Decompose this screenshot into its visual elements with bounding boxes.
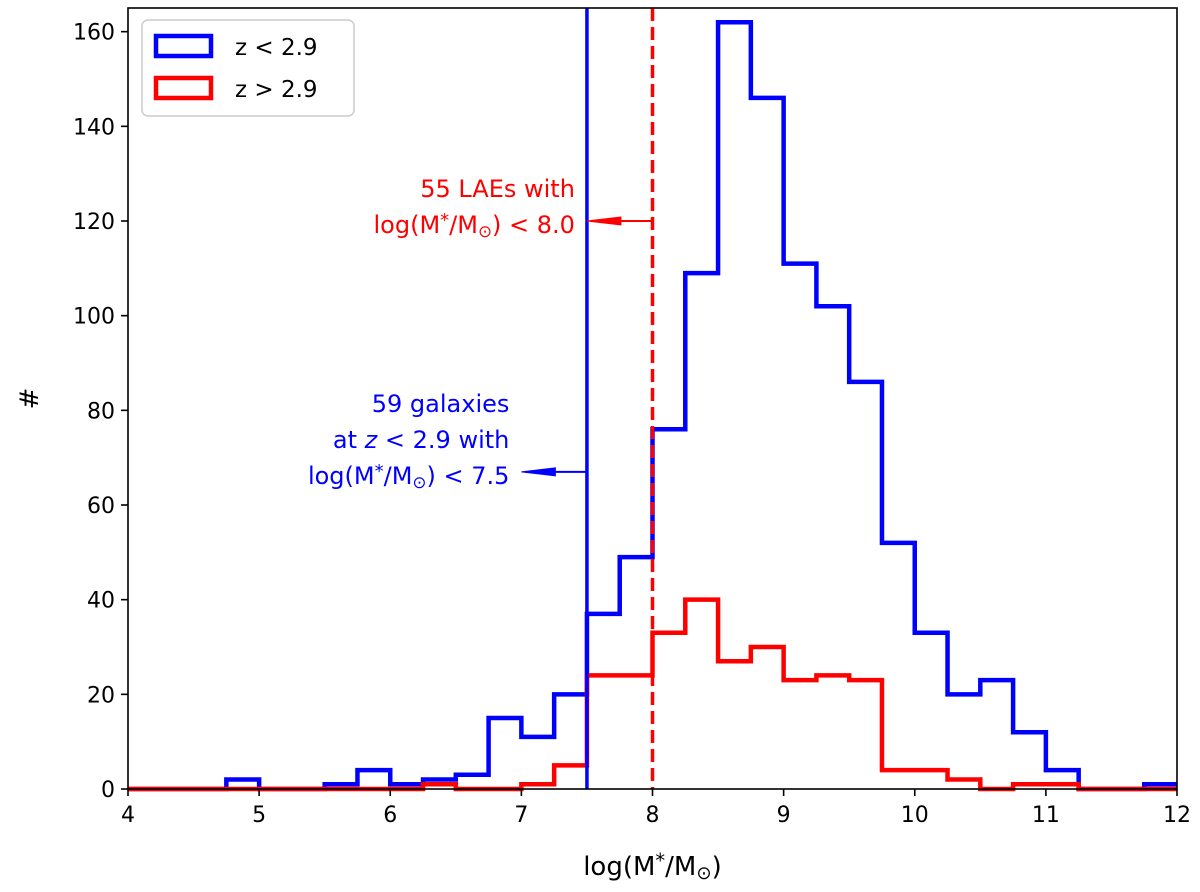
annotation-text-blue-line1: 59 galaxies: [372, 390, 510, 418]
annotations: 55 LAEs with log(M*/M⊙) < 8.0 59 galaxies a…: [308, 175, 653, 492]
annotation-arrowhead-red: [586, 216, 622, 226]
annotation-arrowhead-blue: [521, 467, 556, 477]
x-tick-label: 9: [777, 803, 791, 828]
y-tick-label: 120: [73, 210, 115, 235]
y-tick-label: 40: [87, 589, 115, 614]
x-tick-label: 10: [901, 803, 929, 828]
x-tick-label: 5: [252, 803, 266, 828]
legend-label-high-z: z > 2.9: [235, 77, 318, 103]
annotation-text-red-line1: 55 LAEs with: [420, 175, 575, 203]
y-tick-label: 100: [73, 305, 115, 330]
legend-label-low-z: z < 2.9: [235, 35, 318, 61]
x-tick-label: 4: [121, 803, 135, 828]
y-tick-label: 20: [87, 683, 115, 708]
annotation-text-blue-line2: at z < 2.9 with: [333, 426, 509, 454]
y-tick-label: 60: [87, 494, 115, 519]
x-tick-label: 8: [646, 803, 660, 828]
legend-swatch-high-z: [153, 75, 214, 101]
x-tick-label: 7: [514, 803, 528, 828]
x-axis-label: log(M*/M⊙): [583, 849, 722, 884]
annotation-text-red-line2: log(M*/M⊙) < 8.0: [374, 210, 575, 241]
x-tick-label: 11: [1032, 803, 1060, 828]
y-tick-label: 0: [101, 778, 115, 803]
legend-swatch-low-z: [153, 33, 214, 59]
histogram-series-low-z: [128, 19, 1177, 792]
x-tick-label: 6: [383, 803, 397, 828]
y-tick-label: 80: [87, 399, 115, 424]
y-tick-label: 140: [73, 115, 115, 140]
annotation-text-blue-line3: log(M*/M⊙) < 7.5: [308, 461, 509, 492]
reference-lines: [585, 8, 655, 789]
axes: 4 5 6 7 8 9 10 11 12020406080100120140160log(M*/…: [15, 7, 1191, 884]
y-tick-label: 160: [73, 21, 115, 46]
y-axis-label: #: [15, 388, 45, 410]
legend-box: [141, 19, 355, 117]
legend: z < 2.9 z > 2.9: [141, 19, 355, 117]
x-tick-label: 12: [1163, 803, 1191, 828]
